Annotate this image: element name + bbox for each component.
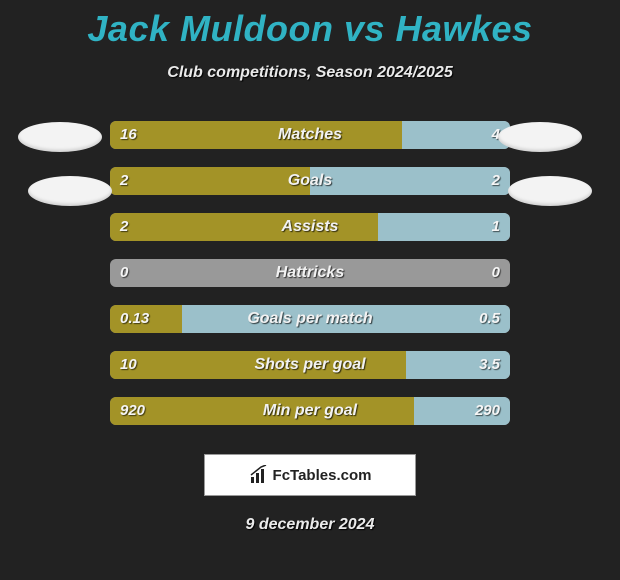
stat-label: Hattricks [110, 259, 510, 287]
stat-row: 21Assists [0, 204, 620, 250]
stat-row: 920290Min per goal [0, 388, 620, 434]
comparison-chart: 164Matches 22Goals 21Assists 00Hattricks 0.1… [0, 112, 620, 434]
stat-row: 103.5Shots per goal [0, 342, 620, 388]
stat-bar: 103.5Shots per goal [110, 351, 510, 379]
stat-bar: 21Assists [110, 213, 510, 241]
stat-label: Goals [110, 167, 510, 195]
stat-bar: 22Goals [110, 167, 510, 195]
stat-label: Min per goal [110, 397, 510, 425]
stat-bar: 0.130.5Goals per match [110, 305, 510, 333]
attribution-text: FcTables.com [273, 467, 372, 484]
stat-bar: 00Hattricks [110, 259, 510, 287]
page-title: Jack Muldoon vs Hawkes [0, 0, 620, 50]
date-label: 9 december 2024 [0, 516, 620, 534]
player-token-left [18, 122, 102, 152]
stat-label: Goals per match [110, 305, 510, 333]
attribution-badge: FcTables.com [204, 454, 416, 496]
subtitle: Club competitions, Season 2024/2025 [0, 64, 620, 82]
stat-label: Shots per goal [110, 351, 510, 379]
player-token-right [498, 122, 582, 152]
stat-bar: 164Matches [110, 121, 510, 149]
stat-bar: 920290Min per goal [110, 397, 510, 425]
stat-label: Assists [110, 213, 510, 241]
stat-label: Matches [110, 121, 510, 149]
stat-row: 0.130.5Goals per match [0, 296, 620, 342]
stat-row: 00Hattricks [0, 250, 620, 296]
chart-icon [249, 465, 269, 485]
player-token-left [28, 176, 112, 206]
player-token-right [508, 176, 592, 206]
